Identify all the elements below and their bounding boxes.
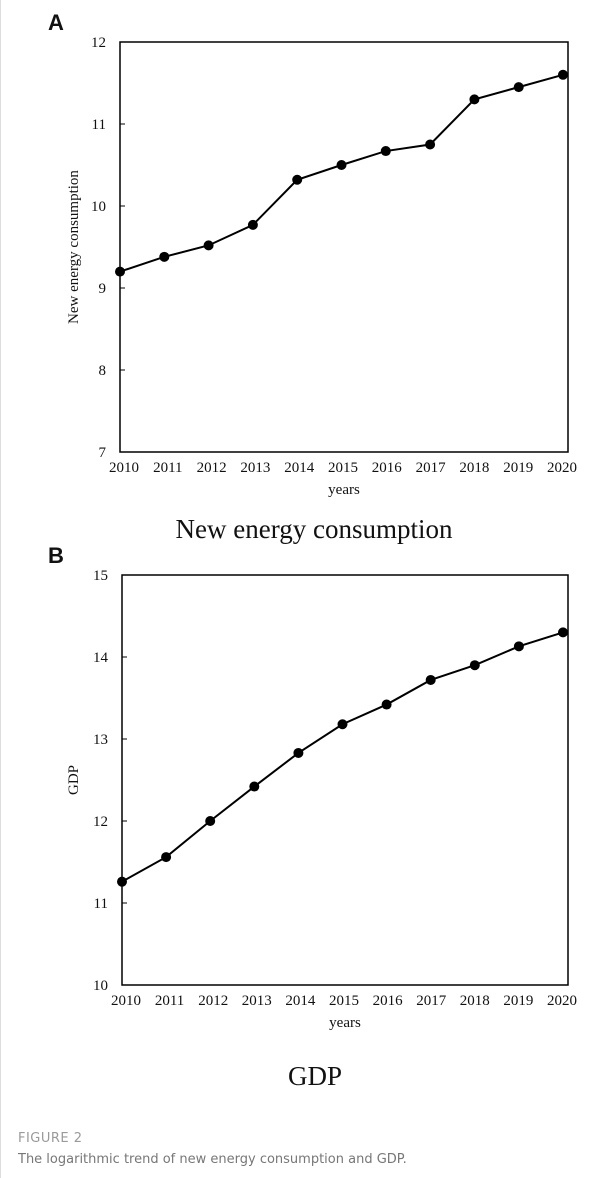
y-tick-label: 10	[93, 978, 108, 994]
data-point	[249, 781, 260, 792]
x-tick-label: 2018	[459, 460, 489, 476]
data-line	[119, 73, 564, 273]
data-point	[115, 266, 125, 277]
data-point	[469, 94, 480, 105]
data-point	[425, 139, 436, 150]
x-tick-label: 2014	[284, 460, 315, 476]
x-tick-label: 2013	[240, 460, 270, 476]
y-tick-label: 10	[91, 199, 106, 215]
y-tick-label: 12	[91, 35, 106, 51]
y-tick-label: 15	[93, 568, 108, 584]
data-point	[336, 160, 347, 170]
x-tick-label: 2016	[373, 993, 404, 1009]
y-tick-label: 13	[93, 732, 108, 748]
y-tick-label: 11	[92, 117, 106, 133]
x-tick-label: 2019	[503, 993, 533, 1009]
chart-title: GDP	[288, 1061, 342, 1091]
data-point	[381, 699, 392, 710]
x-axis-label: years	[329, 1015, 361, 1031]
x-tick-label: 2011	[155, 993, 184, 1009]
plot-frame	[121, 574, 569, 986]
x-tick-label: 2018	[460, 993, 490, 1009]
chart-title: New energy consumption	[176, 514, 453, 544]
x-tick-label: 2010	[109, 460, 139, 476]
x-tick-label: 2020	[547, 460, 577, 476]
x-tick-label: 2015	[329, 993, 359, 1009]
y-tick-label: 11	[94, 896, 108, 912]
x-tick-label: 2017	[416, 460, 447, 476]
x-tick-label: 2016	[372, 460, 403, 476]
data-point	[292, 174, 303, 185]
data-point	[161, 852, 172, 863]
x-tick-label: 2011	[153, 460, 182, 476]
y-axis-label: New energy consumption	[66, 170, 82, 324]
data-point	[293, 747, 304, 758]
figure-caption: The logarithmic trend of new energy cons…	[17, 1152, 407, 1167]
panel-label: A	[48, 10, 64, 35]
figure-label: FIGURE 2	[18, 1131, 83, 1146]
data-point	[247, 219, 258, 230]
y-tick-label: 12	[93, 814, 108, 830]
data-point	[159, 251, 170, 262]
plot-frame	[119, 41, 569, 453]
x-tick-label: 2012	[197, 460, 227, 476]
data-point	[425, 674, 436, 685]
x-tick-label: 2014	[285, 993, 316, 1009]
data-point	[469, 660, 480, 671]
x-tick-label: 2019	[503, 460, 533, 476]
data-point	[513, 82, 524, 93]
y-tick-label: 14	[93, 650, 109, 666]
data-point	[558, 69, 568, 80]
data-point	[513, 641, 524, 652]
data-point	[117, 876, 127, 887]
x-tick-label: 2015	[328, 460, 358, 476]
data-point	[558, 627, 568, 638]
data-line	[121, 631, 564, 883]
x-tick-label: 2017	[416, 993, 447, 1009]
x-tick-label: 2010	[111, 993, 141, 1009]
x-tick-label: 2020	[547, 993, 577, 1009]
y-tick-label: 8	[99, 363, 107, 379]
x-tick-label: 2012	[198, 993, 228, 1009]
y-tick-label: 9	[99, 281, 107, 297]
data-point	[380, 146, 391, 157]
y-tick-label: 7	[99, 445, 107, 461]
data-point	[205, 816, 216, 826]
panel-label: B	[48, 543, 64, 568]
x-axis-label: years	[328, 482, 360, 498]
x-tick-label: 2013	[242, 993, 272, 1009]
data-point	[203, 240, 214, 251]
y-axis-label: GDP	[66, 765, 82, 795]
data-point	[337, 719, 348, 730]
